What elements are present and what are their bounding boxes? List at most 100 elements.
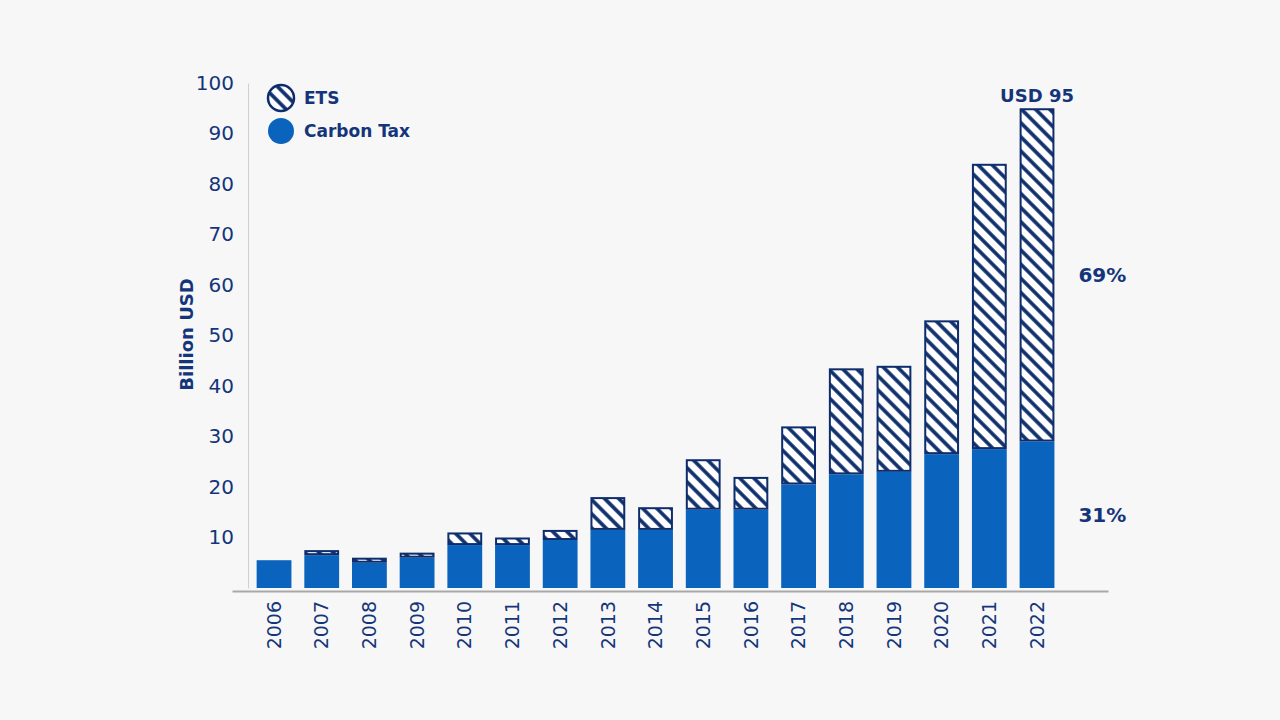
x-tick: 2006 xyxy=(263,591,285,649)
y-tick: 30 xyxy=(209,424,248,448)
y-tick: 60 xyxy=(209,273,248,297)
x-tick-label: 2018 xyxy=(835,601,857,649)
x-tick: 2020 xyxy=(930,591,952,649)
series-bars xyxy=(257,442,1055,588)
x-tick: 2011 xyxy=(501,591,523,649)
bar-segment xyxy=(448,533,481,544)
x-tick-label: 2010 xyxy=(453,601,475,649)
x-axis: 2006 2007 2008 2009 2010 2011 2012 2013 2014 2015… xyxy=(233,591,1109,649)
x-tick-label: 2014 xyxy=(644,601,666,649)
bar-segment xyxy=(496,539,529,545)
x-tick: 2012 xyxy=(549,591,571,649)
bar-segment xyxy=(829,474,864,588)
bar-segment xyxy=(639,508,672,529)
bar-segment xyxy=(352,563,387,588)
bar-segment xyxy=(495,545,530,588)
bar-segment xyxy=(305,551,338,554)
bar-segment xyxy=(734,478,767,509)
bar-segment xyxy=(830,369,863,473)
x-tick-label: 2015 xyxy=(692,601,714,649)
bar-segment xyxy=(1021,109,1054,440)
bar-segment xyxy=(353,559,386,562)
x-tick: 2021 xyxy=(978,591,1000,649)
y-tick-label: 100 xyxy=(196,71,234,95)
y-tick: 50 xyxy=(209,323,248,347)
bar-segment xyxy=(781,484,816,588)
annotation: USD 95 xyxy=(1000,85,1074,106)
bar-segment xyxy=(686,510,721,588)
legend-swatch xyxy=(268,118,294,144)
bar-segment xyxy=(638,530,673,588)
bar-segment xyxy=(591,498,624,529)
series-bars xyxy=(305,109,1053,562)
bar-segment xyxy=(543,540,578,588)
x-tick: 2022 xyxy=(1026,591,1048,649)
bar-segment xyxy=(733,510,768,588)
bar-segment xyxy=(782,427,815,483)
x-tick: 2015 xyxy=(692,591,714,649)
bar-segment xyxy=(258,560,291,562)
bar-segment xyxy=(447,545,482,588)
y-tick-label: 80 xyxy=(209,172,234,196)
bar-segment xyxy=(972,449,1007,588)
x-tick-label: 2012 xyxy=(549,601,571,649)
y-tick-label: 50 xyxy=(209,323,234,347)
bar-segment xyxy=(400,558,435,588)
annotation: 31% xyxy=(1078,503,1126,527)
bar-segment xyxy=(1020,442,1055,588)
legend: ETS Carbon Tax xyxy=(268,85,410,144)
bar-segment xyxy=(877,472,912,588)
y-tick: 80 xyxy=(209,172,248,196)
annotations: USD 95 69% 31% xyxy=(1000,85,1126,527)
bar-segment xyxy=(304,555,339,588)
y-tick: 40 xyxy=(209,374,248,398)
x-axis-line xyxy=(233,591,1109,593)
x-tick-label: 2011 xyxy=(501,601,523,649)
bar-segment xyxy=(257,560,292,588)
y-tick-label: 30 xyxy=(209,424,234,448)
y-tick: 10 xyxy=(209,525,248,549)
x-tick: 2010 xyxy=(453,591,475,649)
bar-segment xyxy=(401,554,434,557)
y-tick: 20 xyxy=(209,475,248,499)
x-tick-label: 2009 xyxy=(406,601,428,649)
x-tick-label: 2021 xyxy=(978,601,1000,649)
annotation: 69% xyxy=(1078,263,1126,287)
x-tick-label: 2022 xyxy=(1026,601,1048,649)
x-tick: 2019 xyxy=(883,591,905,649)
x-tick: 2014 xyxy=(644,591,666,649)
x-tick: 2017 xyxy=(787,591,809,649)
x-tick: 2009 xyxy=(406,591,428,649)
x-tick-label: 2020 xyxy=(930,601,952,649)
y-tick: 100 xyxy=(196,71,248,95)
bar-segment xyxy=(687,460,720,509)
x-tick: 2018 xyxy=(835,591,857,649)
chart: 10 20 30 40 50 60 70 80 90 100 2006 2007 2008 2009 201… xyxy=(0,0,1280,720)
bars xyxy=(257,109,1055,588)
x-tick-label: 2006 xyxy=(263,601,285,649)
x-tick-label: 2007 xyxy=(310,601,332,649)
bar-segment xyxy=(878,367,911,471)
y-tick-label: 10 xyxy=(209,525,234,549)
x-tick-label: 2013 xyxy=(596,601,618,649)
y-tick-label: 40 xyxy=(209,374,234,398)
bar-segment xyxy=(973,165,1006,448)
y-tick-label: 20 xyxy=(209,475,234,499)
x-tick-label: 2008 xyxy=(358,601,380,649)
y-axis-line xyxy=(248,84,249,589)
x-tick: 2016 xyxy=(740,591,762,649)
legend-label: ETS xyxy=(304,88,339,108)
bar-segment xyxy=(590,530,625,588)
legend-label: Carbon Tax xyxy=(304,121,410,141)
x-tick-label: 2019 xyxy=(883,601,905,649)
y-tick-label: 60 xyxy=(209,273,234,297)
y-axis: 10 20 30 40 50 60 70 80 90 100 xyxy=(196,71,249,589)
x-tick-label: 2017 xyxy=(787,601,809,649)
y-axis-title: Billion USD xyxy=(176,278,197,390)
y-tick: 90 xyxy=(209,121,248,145)
y-tick: 70 xyxy=(209,222,248,246)
bar-segment xyxy=(925,321,958,453)
x-tick: 2013 xyxy=(596,591,618,649)
legend-swatch xyxy=(268,85,294,111)
y-tick-label: 70 xyxy=(209,222,234,246)
